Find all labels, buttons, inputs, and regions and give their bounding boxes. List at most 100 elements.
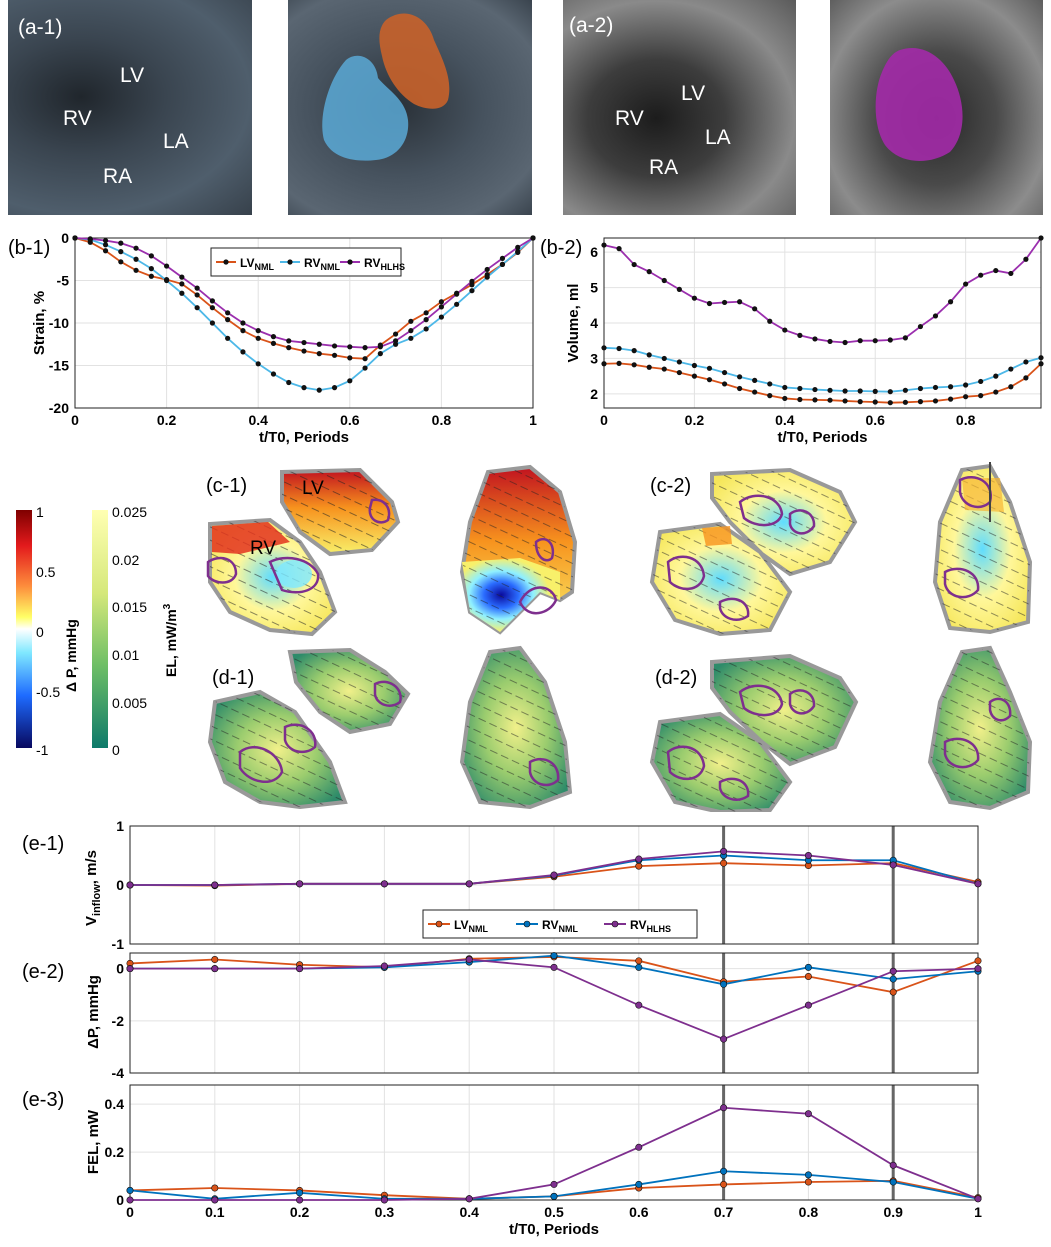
data-point xyxy=(362,345,368,351)
data-point xyxy=(706,300,713,307)
data-point xyxy=(974,957,982,965)
y-axis-label: Strain, % xyxy=(31,291,48,355)
y-tick-label: 0 xyxy=(116,877,124,893)
legend-marker xyxy=(523,920,531,928)
fel-chart: 0 0.1 0.2 0.3 0.4 0.5 0.6 0.7 0.8 0.9 1 0.4 0.2 0 t/T0… xyxy=(22,1084,982,1238)
data-point xyxy=(932,398,939,404)
data-point xyxy=(635,1001,643,1009)
data-point xyxy=(362,365,368,371)
legend-box xyxy=(422,909,698,939)
strain-chart: 0 0.2 0.4 0.6 0.8 1 0 -5 -10 -15 -20 t/T0, Periods (… xyxy=(8,230,537,446)
legend-marker xyxy=(611,920,619,928)
panel-label-c2: (c-2) xyxy=(650,475,691,497)
data-point xyxy=(126,1196,134,1204)
data-point xyxy=(286,338,292,344)
data-point xyxy=(102,237,109,244)
dp-tick: -1 xyxy=(36,742,49,758)
data-point xyxy=(148,273,154,279)
y-axis-label: FEL, mW xyxy=(85,1109,102,1174)
data-point xyxy=(347,344,353,350)
el-tick: 0.02 xyxy=(112,552,139,568)
data-point xyxy=(782,395,788,402)
data-point xyxy=(164,263,170,269)
x-tick-label: 0.6 xyxy=(865,412,885,428)
data-point xyxy=(676,369,682,376)
x-tick-label: 0.6 xyxy=(629,1204,649,1220)
data-point xyxy=(720,980,728,988)
data-point xyxy=(812,386,818,393)
data-point xyxy=(676,359,682,365)
data-point xyxy=(286,345,292,351)
data-point xyxy=(296,1196,304,1204)
data-point xyxy=(87,236,93,242)
x-tick-label: 0.8 xyxy=(432,412,452,428)
data-point xyxy=(827,338,833,345)
data-point xyxy=(393,331,399,337)
data-point xyxy=(887,389,893,395)
x-tick-label: 0 xyxy=(600,412,608,428)
data-point xyxy=(408,328,414,334)
dp-colorbar xyxy=(16,510,32,748)
data-point xyxy=(301,339,307,346)
data-point xyxy=(126,881,134,889)
data-point xyxy=(804,1110,812,1118)
data-point xyxy=(812,397,818,403)
data-point xyxy=(720,1167,728,1175)
y-tick-label: -4 xyxy=(112,1065,125,1080)
x-axis-label: t/T0, Periods xyxy=(259,429,349,446)
data-point xyxy=(148,253,154,259)
data-point xyxy=(1023,375,1029,381)
x-tick-label: 0.2 xyxy=(157,412,177,428)
data-point xyxy=(240,328,246,334)
data-point xyxy=(661,277,667,284)
data-point xyxy=(797,385,803,392)
x-tick-label: 0.1 xyxy=(205,1204,225,1220)
data-point xyxy=(286,379,292,386)
data-point xyxy=(164,277,170,284)
data-point xyxy=(438,299,444,305)
data-point xyxy=(194,285,200,291)
dp-colorbar-label: Δ P, mmHg xyxy=(63,619,79,692)
data-point xyxy=(804,1171,812,1179)
la-label: LA xyxy=(163,130,189,153)
data-point xyxy=(767,393,773,399)
data-point xyxy=(1038,235,1044,241)
lv-label: LV xyxy=(681,82,706,105)
data-point xyxy=(646,364,652,370)
data-point xyxy=(827,387,833,393)
data-point xyxy=(194,292,200,298)
y-tick-label: 5 xyxy=(590,280,598,296)
data-point xyxy=(902,387,908,393)
legend-marker xyxy=(347,259,353,265)
ultrasound-a1-image: (a-1) LV RV LA RA xyxy=(8,0,252,215)
data-point xyxy=(240,320,246,326)
ra-label: RA xyxy=(103,165,133,188)
data-point xyxy=(691,295,698,301)
data-point xyxy=(917,323,924,330)
y-tick-label: 4 xyxy=(590,315,598,331)
data-point xyxy=(917,399,924,405)
data-point xyxy=(887,400,893,406)
y-tick-label: 0 xyxy=(116,961,124,977)
data-point xyxy=(767,318,773,324)
data-point xyxy=(842,388,848,394)
el-tick: 0.025 xyxy=(112,504,147,520)
c1-lv-label: LV xyxy=(302,478,324,499)
data-point xyxy=(118,240,124,246)
data-point xyxy=(296,965,304,973)
data-point xyxy=(454,291,460,297)
data-point xyxy=(133,245,139,251)
data-point xyxy=(737,385,743,392)
y-axis-label: Volume, ml xyxy=(565,284,582,363)
data-point xyxy=(616,360,622,366)
data-point xyxy=(1023,256,1029,262)
data-point xyxy=(380,1196,388,1204)
data-point xyxy=(887,337,893,343)
ultrasound-a2-segmentation-image xyxy=(830,0,1043,215)
y-tick-label: -20 xyxy=(49,400,69,416)
ultrasound-a1-segmentation-image xyxy=(288,0,532,215)
flow-maps: 1 0.5 0 -0.5 -1 Δ P, mmHg 0.025 0.02 0.0… xyxy=(16,462,1033,812)
data-point xyxy=(209,298,215,304)
data-point xyxy=(752,389,758,395)
data-point xyxy=(133,256,139,262)
